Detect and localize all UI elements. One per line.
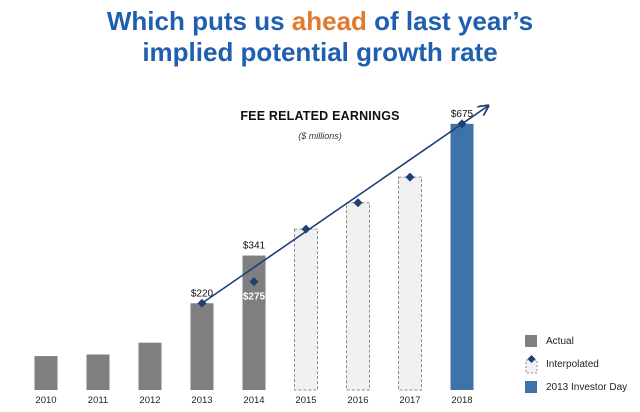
legend-item-actual: Actual — [525, 331, 627, 351]
bar-2011 — [86, 354, 110, 390]
bar-2015 — [294, 228, 318, 391]
x-tick-2013: 2013 — [191, 395, 212, 406]
headline: Which puts us ahead of last year’s impli… — [0, 6, 640, 68]
bar-2016 — [346, 202, 370, 391]
legend-label-investor-day: 2013 Investor Day — [546, 381, 628, 393]
trend-marker-2016 — [353, 198, 363, 208]
headline-accent-word: ahead — [291, 6, 367, 36]
labels-group: 2010 2011 2012 2013 2014 2015 2016 2017 2018 $220… — [35, 109, 473, 406]
chart-title: FEE RELATED EARNINGS — [240, 109, 400, 123]
bar-2014 — [242, 255, 266, 390]
legend-swatch-interpolated — [525, 355, 538, 374]
headline-line-2: implied potential growth rate — [142, 37, 498, 67]
trend-marker-2015 — [301, 224, 311, 234]
legend: Actual Interpolated 2013 Investor Day — [525, 331, 627, 400]
x-tick-2012: 2012 — [139, 395, 160, 406]
x-tick-2011: 2011 — [88, 395, 108, 406]
headline-text-after: of last year’s — [366, 6, 534, 36]
x-tick-2016: 2016 — [347, 395, 368, 406]
x-tick-2018: 2018 — [451, 395, 472, 406]
trend-marker-2018 — [457, 119, 467, 129]
legend-label-actual: Actual — [546, 335, 574, 347]
trend-group — [197, 106, 489, 308]
bar-2013 — [190, 303, 214, 390]
trend-marker-2017 — [405, 172, 415, 182]
bar-2017 — [398, 176, 422, 391]
data-label-2018: $675 — [451, 109, 474, 120]
headline-line-1: Which puts us ahead of last year’s — [0, 6, 640, 37]
chart-subtitle: ($ millions) — [298, 131, 342, 141]
legend-label-interpolated: Interpolated — [546, 358, 599, 370]
x-tick-2017: 2017 — [399, 395, 420, 406]
bar-2010 — [34, 356, 58, 390]
bar-2012 — [138, 342, 162, 390]
x-tick-2010: 2010 — [35, 395, 56, 406]
headline-text-before: Which puts us — [106, 6, 292, 36]
trend-marker-2014 — [249, 277, 259, 287]
legend-item-investor-day: 2013 Investor Day — [525, 377, 627, 397]
trend-arrow-line — [201, 106, 488, 304]
trend-marker-2013 — [197, 298, 207, 308]
x-tick-2015: 2015 — [295, 395, 316, 406]
legend-swatch-investor-day — [525, 381, 537, 393]
legend-swatch-actual — [525, 335, 537, 347]
data-label-2013: $220 — [191, 288, 214, 299]
data-label-2014: $341 — [243, 241, 266, 252]
legend-item-interpolated: Interpolated — [525, 354, 627, 374]
data-label-2014-interpolated: $275 — [243, 292, 266, 303]
bar-2018 — [450, 123, 474, 390]
bars-group — [34, 123, 474, 391]
x-tick-2014: 2014 — [243, 395, 264, 406]
